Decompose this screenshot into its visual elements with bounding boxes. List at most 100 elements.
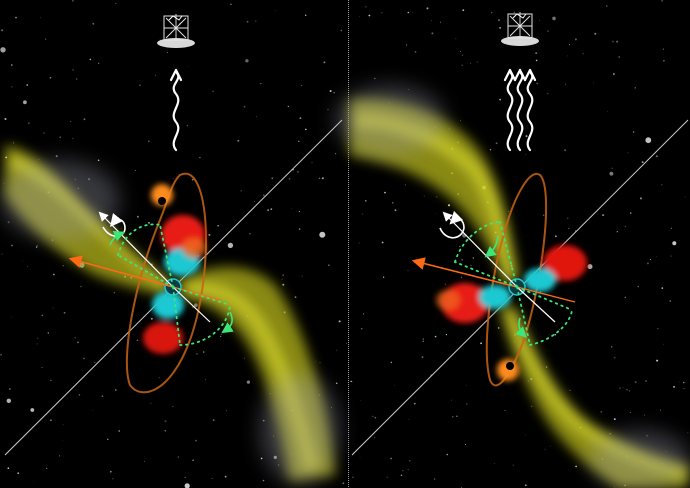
star — [550, 445, 551, 447]
star — [43, 132, 45, 134]
star — [436, 196, 438, 198]
star — [249, 233, 251, 235]
star — [46, 467, 48, 469]
star — [11, 244, 13, 247]
star — [673, 386, 675, 388]
rotation-axis-left-tail — [172, 286, 211, 323]
star — [404, 184, 406, 186]
star — [525, 235, 527, 236]
star — [361, 213, 363, 215]
star — [147, 140, 150, 143]
star — [632, 131, 635, 133]
star — [630, 212, 632, 214]
star — [255, 20, 257, 22]
star — [36, 245, 38, 247]
star — [212, 90, 214, 93]
star — [460, 120, 462, 122]
star — [246, 380, 250, 384]
star — [552, 16, 556, 21]
star — [361, 328, 363, 330]
star — [489, 149, 492, 151]
star — [186, 124, 189, 127]
star — [513, 11, 515, 13]
star — [226, 410, 228, 412]
star — [11, 64, 13, 66]
star — [456, 415, 458, 417]
star — [649, 259, 651, 261]
star — [659, 409, 661, 411]
star — [144, 460, 145, 462]
star — [328, 264, 330, 267]
star — [582, 53, 584, 55]
star — [626, 389, 628, 391]
star — [315, 361, 316, 363]
star — [254, 200, 255, 202]
star — [402, 470, 404, 472]
star — [136, 215, 139, 218]
spin-axis-arrow-left — [68, 255, 174, 288]
star — [459, 51, 461, 52]
star — [0, 353, 2, 356]
star — [462, 54, 463, 56]
precession-arrow-right-lower — [515, 317, 527, 338]
star — [193, 303, 198, 308]
star — [59, 455, 60, 457]
star — [62, 439, 64, 441]
star — [459, 246, 461, 248]
star — [7, 221, 10, 224]
rotation-axis-right — [442, 211, 518, 288]
star — [55, 155, 58, 158]
star — [611, 346, 613, 348]
star — [114, 389, 117, 391]
star — [342, 482, 345, 485]
accretion-disk-left — [143, 215, 206, 354]
star — [83, 357, 85, 360]
star — [448, 204, 450, 207]
star — [164, 420, 167, 423]
star — [544, 448, 546, 450]
star — [136, 339, 139, 342]
star — [381, 12, 383, 14]
star — [609, 433, 611, 435]
star — [409, 460, 411, 462]
star — [530, 405, 533, 408]
star — [171, 33, 172, 35]
star — [282, 274, 284, 276]
star — [36, 343, 38, 345]
star — [270, 208, 273, 211]
star — [461, 276, 463, 278]
star — [655, 256, 657, 257]
star — [445, 334, 447, 336]
star — [434, 335, 437, 338]
star — [461, 64, 463, 66]
star — [634, 381, 637, 384]
star — [622, 387, 624, 388]
star — [535, 59, 538, 62]
star — [663, 343, 665, 345]
star — [301, 85, 303, 86]
star — [607, 111, 609, 112]
star — [611, 40, 614, 43]
star — [63, 311, 66, 314]
star — [605, 5, 608, 7]
star — [624, 225, 627, 228]
star — [10, 316, 12, 318]
star — [260, 83, 262, 85]
star — [594, 32, 597, 35]
rotation-arrow-left — [102, 213, 126, 237]
star — [72, 0, 74, 2]
star — [634, 87, 636, 89]
rotation-axis-right-tail — [516, 286, 556, 323]
star — [359, 456, 361, 458]
star — [569, 389, 571, 391]
star — [646, 262, 649, 265]
star — [568, 227, 570, 230]
star — [472, 257, 475, 259]
star — [282, 283, 285, 286]
star — [177, 456, 180, 458]
star — [148, 222, 150, 224]
star — [407, 11, 409, 14]
star — [72, 137, 74, 139]
star — [423, 195, 425, 197]
